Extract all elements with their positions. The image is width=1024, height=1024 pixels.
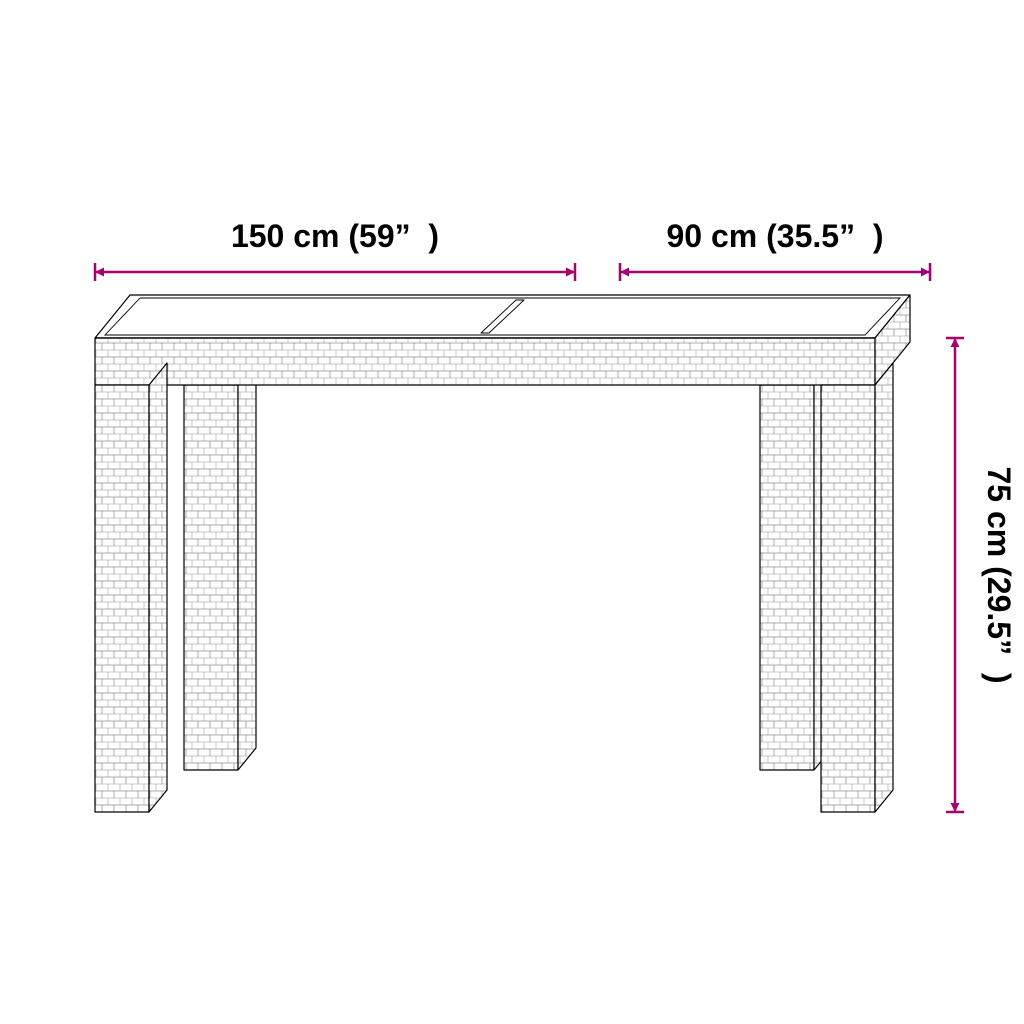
leg-front-left-front <box>95 385 149 812</box>
leg-back-left-side <box>238 363 256 770</box>
leg-front-right-front <box>821 385 875 812</box>
apron-front <box>95 338 875 385</box>
dim-depth-label: 90 cm (35.5” ) <box>667 218 884 254</box>
dim-width-label: 150 cm (59” ) <box>231 218 439 254</box>
leg-front-right-side <box>875 363 893 812</box>
leg-back-right-front <box>760 385 814 770</box>
leg-front-left-side <box>149 363 167 812</box>
leg-back-left-front <box>184 385 238 770</box>
dim-height-label: 75 cm (29.5” ) <box>981 467 1017 684</box>
